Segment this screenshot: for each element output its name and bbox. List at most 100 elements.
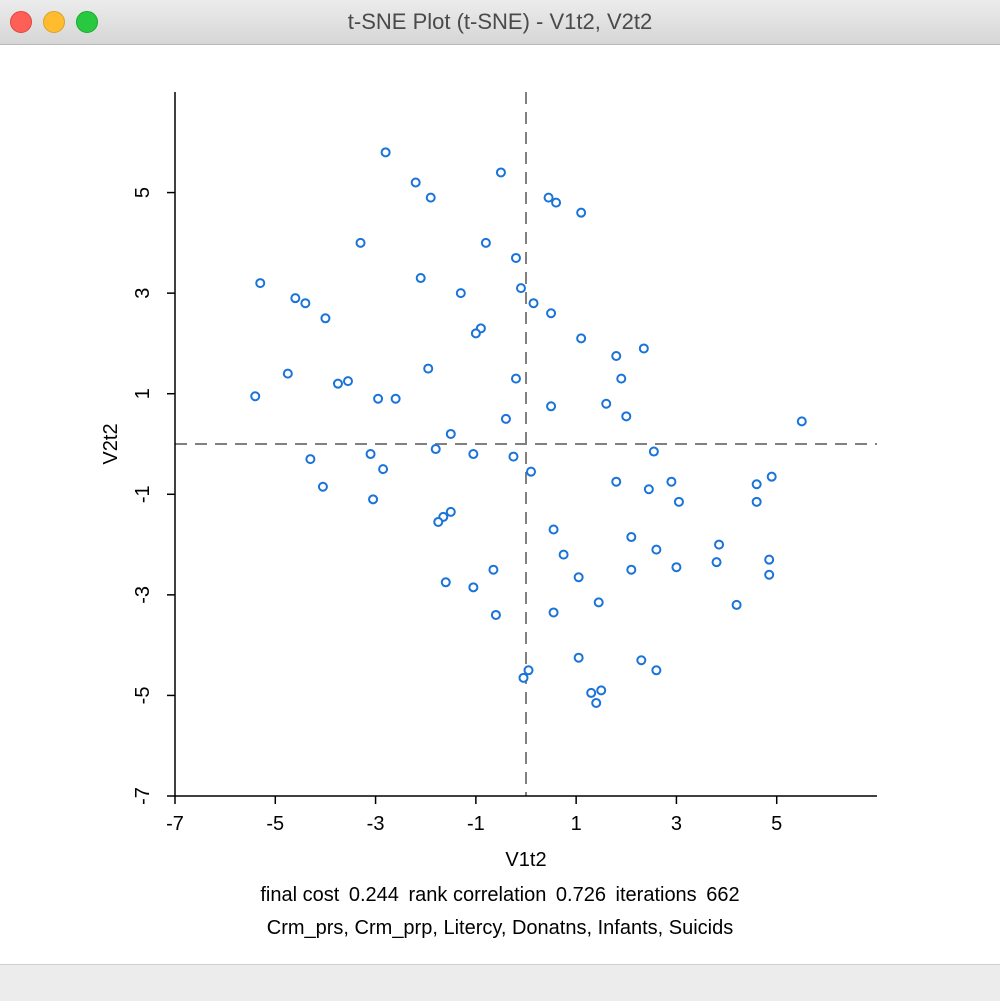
data-point[interactable]	[576, 333, 587, 344]
x-tick-label: 1	[571, 813, 582, 835]
window-title: t-SNE Plot (t-SNE) - V1t2, V2t2	[347, 9, 653, 34]
data-point[interactable]	[648, 446, 659, 457]
data-point[interactable]	[711, 557, 722, 568]
data-point[interactable]	[796, 416, 807, 427]
data-point[interactable]	[548, 524, 559, 535]
data-point[interactable]	[445, 506, 456, 517]
data-point[interactable]	[305, 454, 316, 465]
close-window-button[interactable]	[10, 11, 32, 33]
data-point[interactable]	[455, 288, 466, 299]
data-point[interactable]	[586, 687, 597, 698]
data-point[interactable]	[546, 308, 557, 319]
x-tick-label: -7	[166, 813, 184, 835]
data-point[interactable]	[468, 449, 479, 460]
data-point[interactable]	[766, 471, 777, 482]
data-point[interactable]	[423, 363, 434, 374]
data-point[interactable]	[415, 273, 426, 284]
iterations-label: iterations	[615, 884, 697, 906]
data-point[interactable]	[551, 197, 562, 208]
data-point[interactable]	[558, 549, 569, 560]
rank-correlation-label: rank correlation	[408, 884, 547, 906]
data-point[interactable]	[548, 607, 559, 618]
data-point[interactable]	[751, 479, 762, 490]
data-point[interactable]	[546, 401, 557, 412]
data-point[interactable]	[526, 466, 537, 477]
data-point[interactable]	[596, 685, 607, 696]
data-point[interactable]	[480, 237, 491, 248]
data-point[interactable]	[714, 539, 725, 550]
y-tick-label: -3	[132, 586, 154, 604]
x-tick-label: 5	[771, 813, 782, 835]
data-point[interactable]	[373, 393, 384, 404]
data-point[interactable]	[643, 484, 654, 495]
data-point[interactable]	[651, 665, 662, 676]
y-axis-title: V2t2	[100, 423, 122, 464]
status-bar	[0, 964, 1000, 1001]
y-tick-label: 3	[132, 288, 154, 299]
data-point[interactable]	[282, 368, 293, 379]
data-point[interactable]	[671, 562, 682, 573]
data-point[interactable]	[518, 672, 529, 683]
data-point[interactable]	[593, 597, 604, 608]
data-point[interactable]	[673, 496, 684, 507]
data-point[interactable]	[317, 481, 328, 492]
data-point[interactable]	[611, 351, 622, 361]
data-point[interactable]	[764, 569, 775, 580]
data-point[interactable]	[378, 464, 389, 475]
data-point[interactable]	[500, 413, 511, 424]
data-point[interactable]	[523, 665, 534, 676]
data-point[interactable]	[636, 655, 647, 666]
data-point[interactable]	[250, 391, 261, 402]
data-point[interactable]	[332, 378, 343, 389]
data-point[interactable]	[543, 192, 554, 203]
data-point[interactable]	[390, 393, 401, 404]
data-point[interactable]	[342, 376, 353, 387]
data-point[interactable]	[368, 494, 379, 505]
title-bar[interactable]: t-SNE Plot (t-SNE) - V1t2, V2t2	[0, 0, 1000, 45]
data-point[interactable]	[626, 532, 637, 543]
data-point[interactable]	[576, 207, 587, 218]
data-point[interactable]	[651, 544, 662, 555]
data-point[interactable]	[440, 577, 451, 588]
data-point[interactable]	[510, 373, 521, 384]
data-point[interactable]	[751, 496, 762, 507]
data-point[interactable]	[573, 652, 584, 663]
x-tick-label: 3	[671, 813, 682, 835]
data-point[interactable]	[510, 252, 521, 263]
data-point[interactable]	[290, 293, 301, 304]
data-point[interactable]	[445, 428, 456, 439]
data-point[interactable]	[490, 609, 501, 620]
data-point[interactable]	[611, 476, 622, 487]
data-point[interactable]	[528, 298, 539, 309]
data-point[interactable]	[638, 343, 649, 354]
stats-line: final cost 0.244 rank correlation 0.726 …	[0, 884, 1000, 907]
data-point[interactable]	[591, 697, 602, 708]
data-point[interactable]	[320, 313, 331, 324]
data-point[interactable]	[573, 572, 584, 583]
data-point[interactable]	[355, 237, 366, 248]
data-point[interactable]	[764, 554, 775, 565]
data-point[interactable]	[300, 298, 311, 309]
data-point[interactable]	[601, 398, 612, 409]
data-point[interactable]	[365, 449, 376, 460]
data-point[interactable]	[468, 582, 479, 593]
data-point[interactable]	[470, 328, 481, 339]
data-point[interactable]	[430, 444, 441, 455]
data-point[interactable]	[731, 599, 742, 610]
data-point[interactable]	[621, 411, 632, 422]
data-point[interactable]	[410, 177, 421, 188]
data-point[interactable]	[616, 373, 627, 384]
data-point[interactable]	[433, 516, 444, 527]
data-point[interactable]	[515, 283, 526, 294]
data-point[interactable]	[495, 167, 506, 178]
data-point[interactable]	[255, 278, 266, 289]
minimize-window-button[interactable]	[43, 11, 65, 33]
data-point[interactable]	[508, 451, 519, 462]
zoom-window-button[interactable]	[76, 11, 98, 33]
data-point[interactable]	[380, 147, 391, 158]
data-point[interactable]	[425, 192, 436, 203]
data-point[interactable]	[488, 564, 499, 575]
data-point[interactable]	[626, 564, 637, 575]
data-point[interactable]	[666, 476, 677, 487]
